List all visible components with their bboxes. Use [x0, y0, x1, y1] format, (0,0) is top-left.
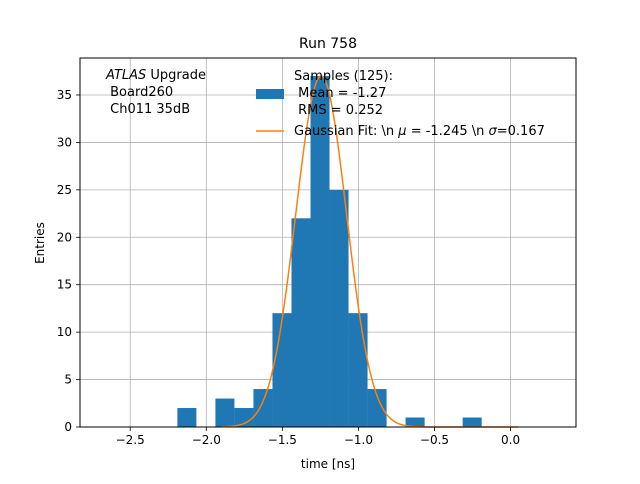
plot-frame [79, 57, 577, 428]
x-tick-label: −1.0 [344, 433, 373, 447]
annotation-line-1: ATLAS Upgrade [105, 68, 206, 83]
y-axis-label: Entries [33, 222, 47, 264]
x-axis-label: time [ns] [301, 457, 355, 471]
x-axis-ticks: −2.5 −2.0 −1.5 −1.0 −0.5 0.0 [116, 427, 520, 447]
histogram-bar [348, 313, 368, 427]
legend-samples-swatch [256, 89, 284, 99]
annotation-atlas: ATLAS [105, 68, 146, 83]
y-tick-label: 20 [57, 230, 72, 244]
legend-samples-line-1: Samples (125): [294, 69, 393, 84]
legend-samples-line-3: RMS = 0.252 [294, 103, 383, 118]
annotation-upgrade: Upgrade [146, 68, 206, 83]
legend-fit-sigma: σ [489, 124, 498, 139]
annotation-line-3: Ch011 35dB [106, 102, 190, 117]
legend-fit-suffix: =0.167 [497, 124, 545, 139]
histogram-bar [291, 218, 311, 427]
y-axis-ticks: 0 5 10 15 20 25 30 35 [57, 88, 80, 434]
legend-fit-prefix: Gaussian Fit: \n [294, 124, 398, 139]
histogram-bar [253, 389, 273, 427]
x-tick-label: 0.0 [501, 433, 520, 447]
legend-fit-middle: = -1.245 \n [407, 124, 489, 139]
histogram-bars [177, 76, 482, 428]
atlas-annotation: ATLAS Upgrade Board260 Ch011 35dB [105, 68, 206, 117]
y-tick-label: 30 [57, 135, 72, 149]
x-tick-label: −0.5 [420, 433, 449, 447]
y-tick-label: 5 [64, 373, 72, 387]
y-tick-label: 10 [57, 325, 72, 339]
histogram-bar [234, 408, 254, 427]
x-tick-label: −1.5 [268, 433, 297, 447]
histogram-bar [272, 313, 292, 427]
histogram-bar [405, 417, 425, 427]
histogram-bar [329, 189, 349, 427]
legend-fit-label: Gaussian Fit: \n μ = -1.245 \n σ=0.167 [294, 124, 545, 139]
x-tick-label: −2.0 [192, 433, 221, 447]
histogram-bar [215, 398, 235, 427]
histogram-bar [367, 389, 387, 427]
legend-fit-mu: μ [397, 124, 406, 139]
histogram-bar [310, 76, 330, 428]
y-tick-label: 0 [64, 420, 72, 434]
annotation-line-2: Board260 [106, 85, 173, 100]
y-tick-label: 15 [57, 278, 72, 292]
y-tick-label: 35 [57, 88, 72, 102]
histogram-bar [177, 408, 197, 427]
legend-samples-line-2: Mean = -1.27 [294, 86, 386, 101]
chart-title: Run 758 [299, 36, 357, 52]
histogram-bar [462, 417, 482, 427]
y-tick-label: 25 [57, 183, 72, 197]
x-tick-label: −2.5 [116, 433, 145, 447]
legend: Samples (125): Mean = -1.27 RMS = 0.252 … [256, 69, 545, 139]
